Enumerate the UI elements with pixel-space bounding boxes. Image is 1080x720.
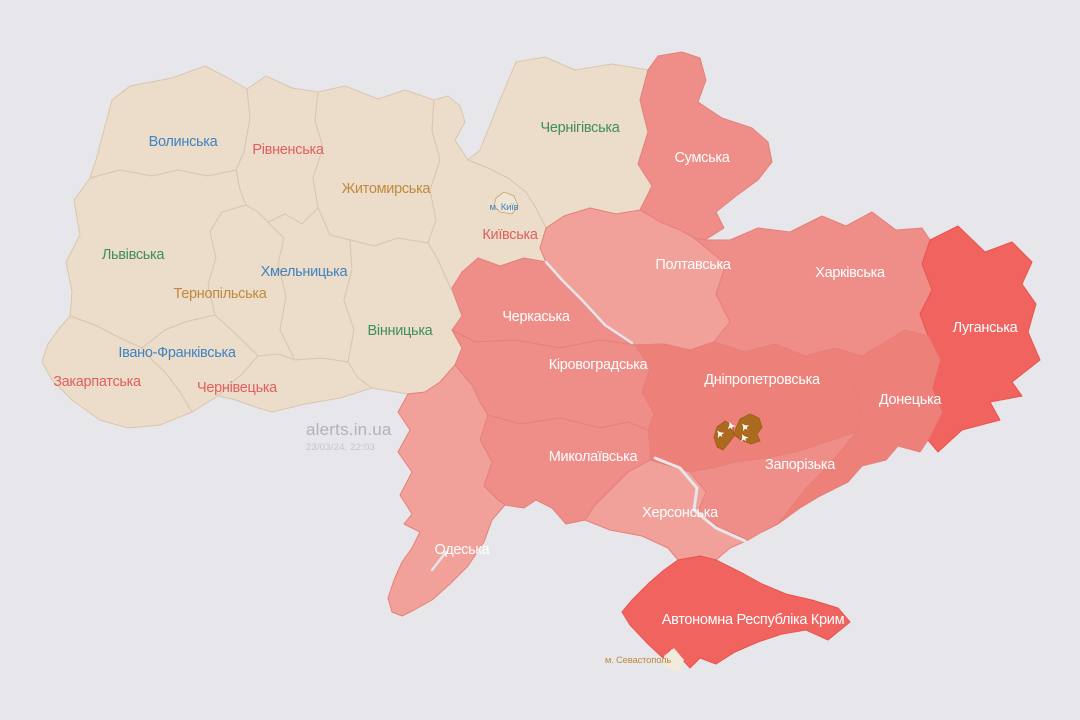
region-label-chernihiv: Чернігівська [540,120,620,136]
region-label-kherson: Херсонська [642,505,719,521]
region-label-ivano-frankivsk: Івано-Франківська [118,345,236,361]
region-label-zaporizhzhia: Запорізька [765,457,836,473]
region-label-rivne: Рівненська [252,142,324,158]
drone-icon-4[interactable] [738,432,749,443]
dnipro-river-south [653,456,747,543]
region-kharkiv[interactable] [693,211,933,357]
drone-icon-3[interactable] [739,421,751,433]
region-zhytomyr[interactable] [312,85,441,247]
kremenchuk-reservoir [544,260,634,345]
region-volyn[interactable] [89,65,251,179]
region-odesa[interactable] [387,364,506,617]
region-label-vinnytsia: Вінницька [368,323,434,339]
city-label-kyiv-city: м. Київ [490,202,519,213]
city-area-kyiv[interactable] [493,191,519,215]
region-sumy[interactable] [637,51,773,241]
region-label-khmelnytskyi: Хмельницька [261,264,349,280]
drone-icon-1[interactable] [714,428,726,440]
region-crimea[interactable] [621,555,851,669]
region-label-zakarpattia: Закарпатська [53,374,142,390]
region-label-donetsk: Донецька [879,392,943,408]
city-label-sevastopol: м. Севастополь [605,655,672,666]
region-label-sumy: Сумська [675,150,731,166]
region-chernivtsi[interactable] [217,353,373,413]
dniester-liman [430,550,448,572]
region-label-mykolaiv: Миколаївська [549,449,639,465]
region-label-odesa: Одеська [435,542,491,558]
threat-area-2[interactable] [733,413,763,445]
region-label-dnipro: Дніпропетровська [704,372,821,388]
city-area-sevastopol[interactable] [664,648,684,672]
region-label-kharkiv: Харківська [815,265,886,281]
region-label-crimea: Автономна Республіка Крим [662,612,845,628]
region-label-ternopil: Тернопільська [174,286,268,302]
region-label-zhytomyr: Житомирська [342,181,432,197]
region-label-volyn: Волинська [149,134,219,150]
region-label-luhansk: Луганська [953,320,1019,336]
region-label-lviv: Львівська [102,247,166,263]
region-label-cherkasy: Черкаська [502,309,571,325]
region-zakarpattia[interactable] [41,315,193,429]
region-label-chernivtsi: Чернівецька [197,380,278,396]
drone-icon-2[interactable] [726,420,737,431]
region-label-kirovohrad: Кіровоградська [549,357,649,373]
region-label-kyiv-oblast: Київська [482,227,538,243]
region-label-poltava: Полтавська [655,257,731,273]
